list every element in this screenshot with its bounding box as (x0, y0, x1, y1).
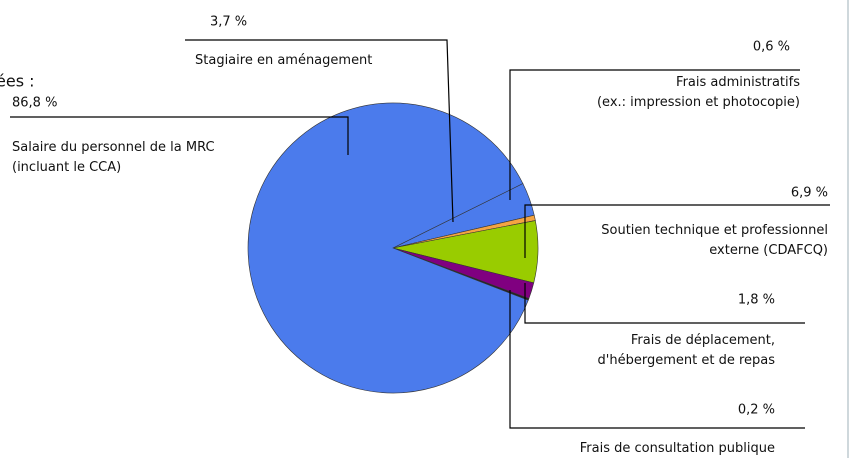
slice-label: Soutien technique et professionnel extern… (601, 223, 828, 258)
fragment-text: ées : (0, 72, 35, 91)
leader-line (524, 283, 805, 324)
leader-line (509, 69, 800, 200)
slice-label: Frais administratifs (ex.: impression et … (597, 75, 800, 110)
slice-label: Frais de déplacement, d'hébergement et de… (598, 333, 776, 368)
leader-line (524, 204, 830, 258)
value-label: 3,7 % (210, 15, 247, 30)
slice-label: Salaire du personnel de la MRC (incluant … (12, 140, 215, 175)
leader-line (509, 290, 805, 429)
value-label: 0,2 % (738, 403, 775, 418)
slice-label: Stagiaire en aménagement (195, 53, 372, 68)
leader-line (10, 116, 349, 155)
value-label: 86,8 % (12, 96, 57, 111)
slice-label: Frais de consultation publique (580, 441, 775, 456)
value-label: 6,9 % (791, 186, 828, 201)
value-label: 1,8 % (738, 293, 775, 308)
pie-slice (247, 102, 529, 394)
leader-line (185, 39, 454, 223)
value-label: 0,6 % (753, 40, 790, 55)
